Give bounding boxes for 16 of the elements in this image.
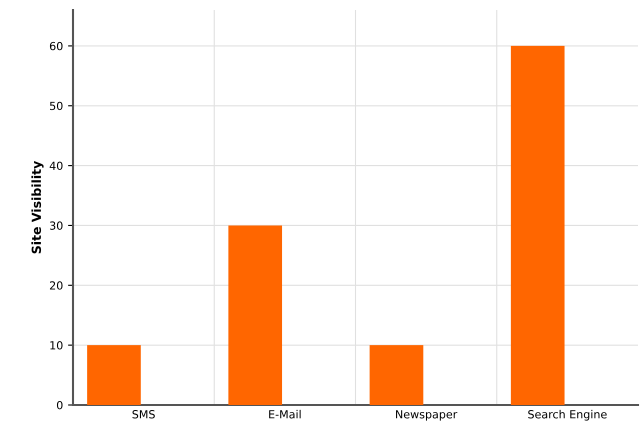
bar <box>228 225 282 405</box>
x-tick-label: SMS <box>132 410 155 418</box>
bar <box>510 46 565 405</box>
x-tick-label: E-Mail <box>269 410 301 418</box>
bar <box>87 345 141 405</box>
y-tick-label: 50 <box>50 102 63 110</box>
y-tick-label: 0 <box>56 400 63 410</box>
bar <box>370 345 424 405</box>
x-tick-label: Newspaper <box>396 410 458 421</box>
y-tick-label: 30 <box>50 221 63 230</box>
y-tick-label: 60 <box>50 42 63 50</box>
y-tick-label: 40 <box>50 162 63 170</box>
y-tick-label: 20 <box>50 281 63 290</box>
x-tick-label: Search Engine <box>528 410 607 421</box>
y-tick-label: 10 <box>50 341 63 350</box>
y-axis-title: Site Visibility <box>31 160 44 254</box>
